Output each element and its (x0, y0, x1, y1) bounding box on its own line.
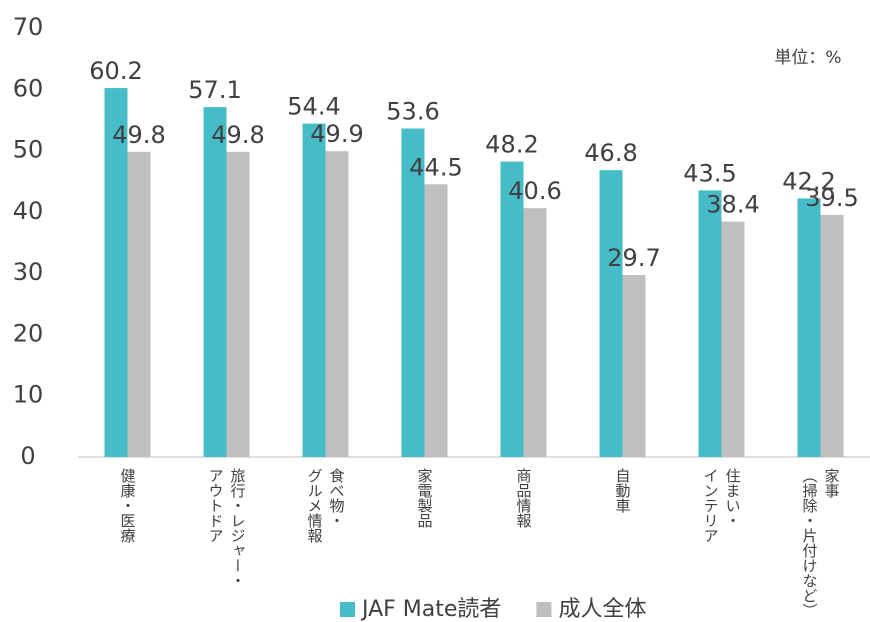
legend-swatch (340, 602, 355, 617)
value-label: 60.2 (89, 57, 142, 85)
value-label: 38.4 (706, 191, 759, 219)
value-label: 42.2 (782, 167, 835, 195)
value-label: 40.6 (508, 177, 561, 205)
bar (622, 274, 646, 457)
bar (104, 88, 128, 457)
value-label: 49.9 (310, 120, 363, 148)
bar (203, 107, 227, 458)
bar (127, 151, 151, 457)
value-label: 48.2 (485, 131, 538, 159)
y-tick-label: 10 (13, 381, 44, 409)
x-tick-label: 自動車 (613, 468, 632, 513)
bar (325, 151, 349, 458)
x-tick-label: 家電製品 (415, 468, 434, 528)
y-tick-label: 50 (13, 136, 44, 164)
unit-note: 単位：% (774, 48, 841, 68)
legend-label: JAF Mate読者 (360, 597, 501, 622)
value-label: 39.5 (805, 184, 858, 212)
bar (226, 151, 250, 457)
value-label: 53.6 (386, 98, 439, 126)
x-tick-label: 住まい・ インテリア (701, 468, 742, 543)
y-tick-label: 30 (13, 258, 44, 286)
value-label: 44.5 (409, 153, 462, 181)
bar (698, 190, 722, 457)
bar (721, 221, 745, 457)
x-tick-label: 旅行・レジャー・ アウトドア (206, 468, 247, 588)
value-label: 49.8 (211, 121, 264, 149)
y-tick-label: 40 (13, 197, 44, 225)
bar (523, 208, 547, 457)
bar (500, 161, 524, 458)
bar (424, 184, 448, 457)
legend-label: 成人全体 (558, 597, 646, 622)
value-label: 46.8 (584, 139, 637, 167)
bar (820, 214, 844, 457)
bar (797, 198, 821, 458)
value-label: 49.8 (112, 121, 165, 149)
value-label: 57.1 (188, 76, 241, 104)
value-label: 29.7 (607, 244, 660, 272)
y-tick-label: 0 (20, 442, 35, 470)
x-tick-label: 健康・医療 (118, 468, 137, 543)
y-tick-label: 20 (13, 319, 44, 347)
value-label: 54.4 (287, 93, 340, 121)
x-tick-label: 家事 （掃除・片付けなど） (800, 468, 841, 618)
y-tick-label: 70 (13, 13, 44, 41)
bar (401, 128, 425, 457)
y-tick-label: 60 (13, 74, 44, 102)
x-tick-label: 食べ物・ グルメ情報 (305, 468, 346, 543)
bar (302, 123, 326, 457)
x-tick-label: 商品情報 (514, 468, 533, 528)
value-label: 43.5 (683, 159, 736, 187)
legend-swatch (536, 602, 552, 617)
bar (599, 170, 623, 457)
